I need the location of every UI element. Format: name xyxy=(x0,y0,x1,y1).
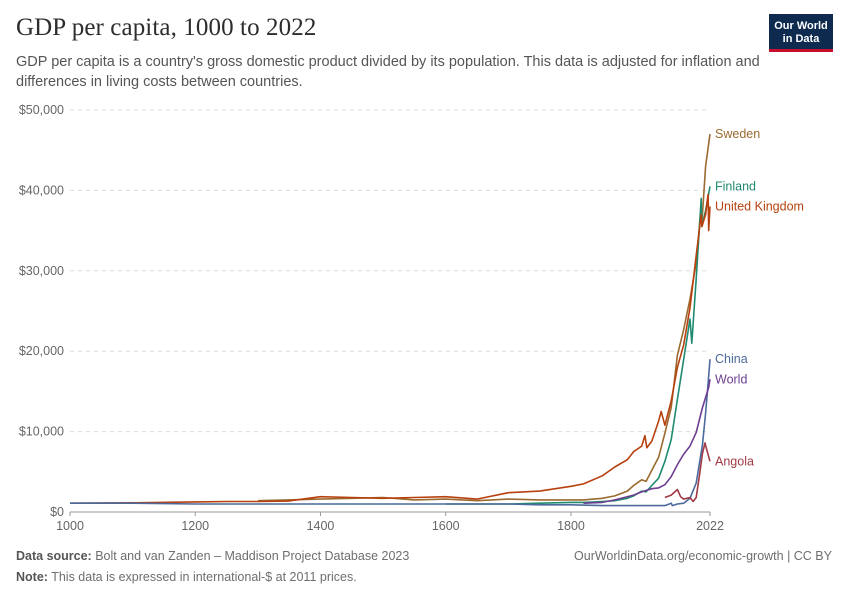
x-tick-label: 1400 xyxy=(307,519,335,533)
x-tick-label: 1000 xyxy=(56,519,84,533)
y-tick-label: $20,000 xyxy=(19,344,64,358)
series-line-world xyxy=(583,379,711,504)
grid-lines xyxy=(70,109,710,433)
series-line-china xyxy=(70,359,711,507)
series-lines xyxy=(69,133,711,507)
note-label: Note: xyxy=(16,570,48,584)
y-tick-label: $10,000 xyxy=(19,425,64,439)
series-labels: Sweden Finland United Kingdom China World Ang… xyxy=(715,127,804,468)
data-source-text[interactable]: Bolt and van Zanden – Maddison Project D… xyxy=(95,549,410,563)
owid-logo[interactable]: Our World in Data xyxy=(769,14,833,52)
logo-line-1: Our World xyxy=(774,20,828,32)
x-tick-label: 1800 xyxy=(557,519,585,533)
series-label-angola: Angola xyxy=(715,454,754,468)
logo-line-2: in Data xyxy=(782,32,820,45)
series-label-finland: Finland xyxy=(715,179,756,193)
note-text: This data is expressed in international-… xyxy=(51,570,357,584)
chart-subtitle: GDP per capita is a country's gross dome… xyxy=(16,54,760,90)
data-source: Data source: Bolt and van Zanden – Maddi… xyxy=(16,549,409,563)
y-tick-label: $0 xyxy=(50,505,64,519)
owid-link[interactable]: OurWorldinData.org/economic-growth | CC … xyxy=(574,549,832,563)
series-label-world: World xyxy=(715,372,747,386)
x-tick-label: 2022 xyxy=(696,519,724,533)
x-axis: 1000 1200 1400 1600 1800 2022 xyxy=(56,511,724,533)
series-line-angola xyxy=(664,442,711,503)
series-label-united-kingdom: United Kingdom xyxy=(715,199,804,213)
series-label-sweden: Sweden xyxy=(715,127,760,141)
y-tick-label: $30,000 xyxy=(19,264,64,278)
x-tick-label: 1200 xyxy=(181,519,209,533)
chart-note: Note: This data is expressed in internat… xyxy=(16,570,357,584)
series-line-finland xyxy=(445,186,711,505)
series-line-united-kingdom xyxy=(69,193,711,504)
line-chart: $0 $10,000 $20,000 $30,000 $40,000 $50,000 10… xyxy=(19,103,804,533)
y-tick-label: $50,000 xyxy=(19,103,64,117)
data-source-label: Data source: xyxy=(16,549,92,563)
y-tick-label: $40,000 xyxy=(19,183,64,197)
series-label-china: China xyxy=(715,352,748,366)
y-axis: $0 $10,000 $20,000 $30,000 $40,000 $50,000 xyxy=(19,103,64,519)
x-tick-label: 1600 xyxy=(432,519,460,533)
chart-title: GDP per capita, 1000 to 2022 xyxy=(16,14,317,41)
